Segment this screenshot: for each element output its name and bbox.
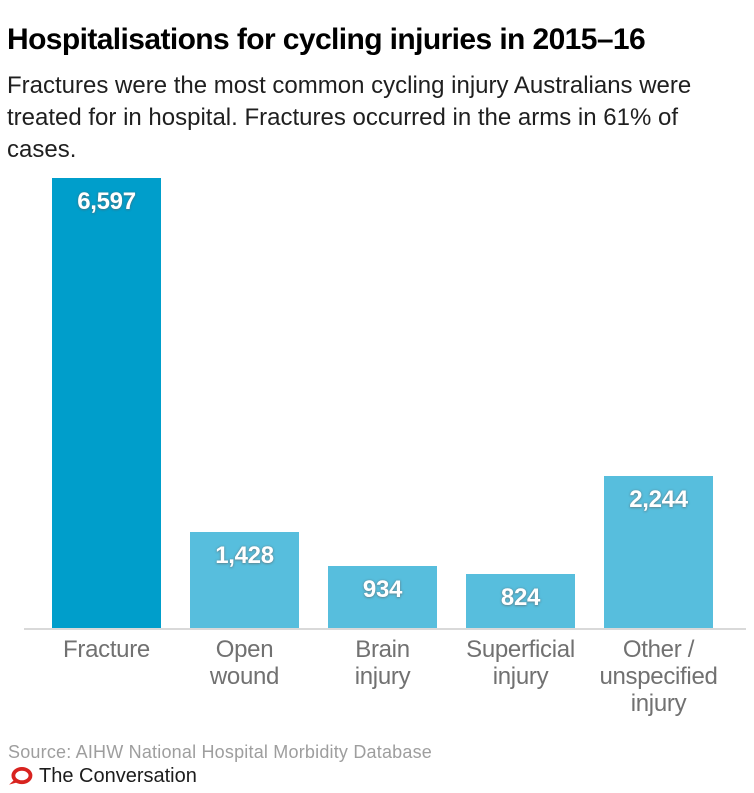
bar-value-label: 1,428: [215, 542, 274, 569]
x-axis-line: [24, 628, 746, 630]
chart-subtitle: Fractures were the most common cycling i…: [7, 72, 692, 163]
chart-title: Hospitalisations for cycling injuries in…: [7, 23, 646, 57]
x-axis-label: Other / unspecified injury: [599, 636, 718, 717]
x-axis-label: Superficial injury: [466, 636, 575, 690]
plot-area: 6,597 1,428 934 824 2,244: [0, 178, 754, 630]
x-axis-label: Open wound: [209, 636, 280, 690]
bar-value-label: 934: [362, 576, 403, 603]
bar-open-wound: 1,428: [190, 532, 299, 630]
the-conversation-logo-icon: [8, 767, 33, 786]
bar-value-label: 6,597: [77, 188, 136, 215]
bar-superficial-injury: 824: [466, 574, 575, 630]
bar-other-unspecified-injury: 2,244: [604, 476, 713, 630]
bar-brain-injury: 934: [328, 566, 437, 630]
bar-value-label: 824: [500, 584, 541, 611]
brand-row: The Conversation: [8, 765, 197, 788]
bar-value-label: 2,244: [629, 486, 688, 513]
brand-name: The Conversation: [39, 765, 197, 787]
x-axis-label: Brain injury: [354, 636, 411, 690]
source-note: Source: AIHW National Hospital Morbidity…: [8, 742, 432, 762]
x-axis-label: Fracture: [63, 636, 150, 663]
bar-fracture: 6,597: [52, 178, 161, 630]
